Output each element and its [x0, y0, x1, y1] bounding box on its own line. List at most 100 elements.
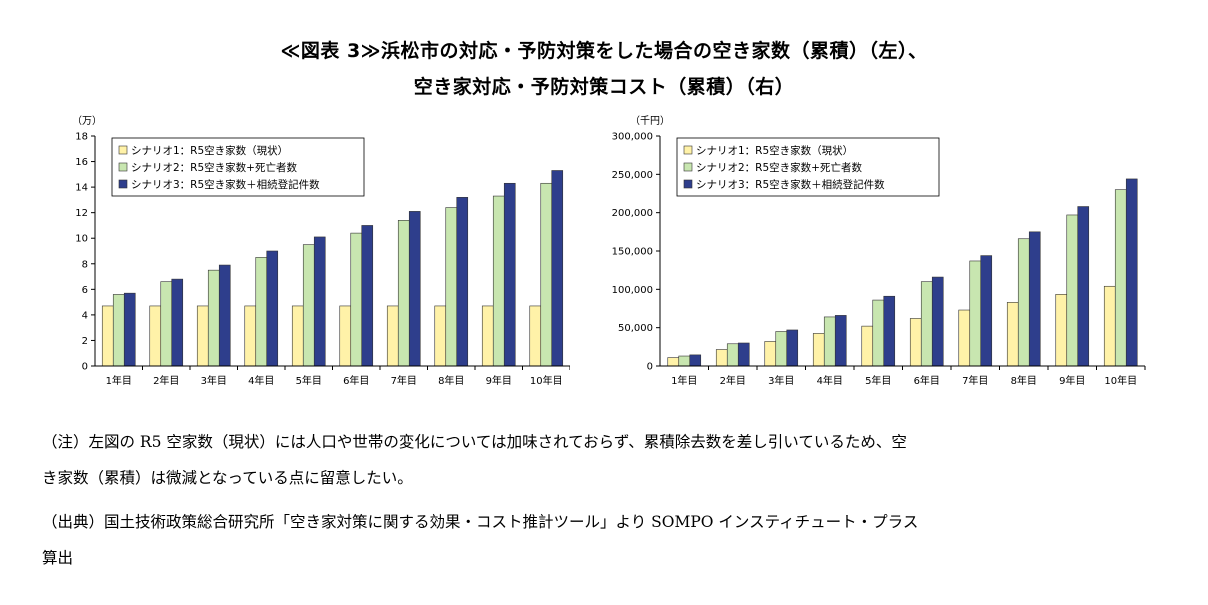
y-tick-label: 18 [75, 132, 88, 143]
legend: シナリオ1：R5空き家数（現状） シナリオ2：R5空き家数+死亡者数シナリオ3：R… [676, 137, 940, 197]
bar-series-3 [456, 197, 469, 367]
bar-series-3 [266, 250, 279, 367]
y-unit-label: （千円） [630, 115, 670, 127]
legend-label-3: シナリオ3：R5空き家数＋相続登記件数 [696, 178, 885, 191]
y-tick-label: 200,000 [612, 208, 653, 219]
y-tick-label: 12 [75, 208, 88, 219]
bar-series-1 [764, 341, 777, 367]
bar-series-3 [931, 276, 944, 367]
y-unit-label: （万） [72, 115, 102, 127]
bar-series-1 [101, 305, 114, 367]
bar-series-3 [218, 264, 231, 367]
bar-series-3 [737, 342, 750, 367]
bar-series-1 [339, 305, 352, 367]
x-tick-label: 10年目 [530, 374, 563, 387]
bar-series-1 [244, 305, 257, 367]
x-tick-label: 9年目 [486, 374, 512, 387]
x-tick-label: 5年目 [296, 374, 322, 387]
x-tick-label: 1年目 [106, 374, 132, 387]
bar-series-2 [872, 299, 885, 367]
bar-series-2 [302, 244, 315, 367]
legend: シナリオ1：R5空き家数（現状） シナリオ2：R5空き家数+死亡者数シナリオ3：R… [111, 137, 365, 197]
x-tick-label: 9年目 [1059, 374, 1085, 387]
bar-series-1 [481, 305, 494, 367]
bar-series-2 [207, 269, 220, 367]
bar-series-3 [408, 211, 421, 367]
bar-series-3 [123, 292, 136, 367]
x-tick-label: 4年目 [248, 374, 274, 387]
source-line-2: 算出 [42, 549, 74, 567]
bar-series-3 [883, 295, 896, 367]
right-chart-costs: （千円） 0 50,000 100,000 150,000 200,000 250,000 3… [612, 115, 1146, 387]
x-tick-label: 8年目 [438, 374, 464, 387]
y-tick-label: 14 [75, 183, 88, 194]
x-tick-label: 6年目 [914, 374, 940, 387]
bar-series-1 [434, 305, 447, 367]
bar-series-1 [1103, 285, 1116, 367]
y-tick-label: 6 [82, 285, 88, 296]
bar-series-3 [689, 354, 702, 367]
bar-series-3 [1028, 231, 1041, 367]
legend-label-2: シナリオ2：R5空き家数+死亡者数 [696, 161, 862, 174]
y-tick-label: 4 [82, 310, 88, 321]
bar-series-1 [196, 305, 209, 367]
bar-series-2 [160, 281, 173, 367]
legend-swatch-2 [683, 162, 693, 172]
legend-swatch-3 [118, 179, 128, 189]
bar-series-2 [823, 316, 836, 367]
bar-series-2 [969, 260, 982, 367]
bar-series-3 [503, 182, 516, 367]
x-tick-label: 7年目 [962, 374, 988, 387]
bar-series-2 [397, 220, 410, 367]
bar-series-3 [786, 329, 799, 367]
y-tick-label: 250,000 [612, 170, 653, 181]
bar-series-3 [171, 278, 184, 367]
y-tick-label: 50,000 [618, 323, 653, 334]
x-tick-label: 3年目 [201, 374, 227, 387]
y-tick-label: 8 [82, 259, 88, 270]
x-tick-label: 7年目 [391, 374, 417, 387]
bar-series-2 [540, 182, 553, 367]
y-tick-label: 100,000 [612, 285, 653, 296]
bar-series-3 [1125, 178, 1138, 367]
bar-series-1 [909, 318, 922, 367]
x-tick-label: 4年目 [817, 374, 843, 387]
y-tick-label: 0 [82, 362, 88, 373]
x-tick-label: 2年目 [720, 374, 746, 387]
bar-series-3 [1077, 206, 1090, 367]
left-chart-vacant-houses: （万） 0 2 4 6 8 10 12 14 16 18 1年目 2年目 3年目 4年目 5年目 6年目 7年目 8… [72, 115, 570, 387]
bar-series-1 [149, 305, 162, 367]
legend-box [676, 137, 940, 197]
legend-label-3: シナリオ3：R5空き家数＋相続登記件数 [131, 178, 320, 191]
bar-series-3 [551, 170, 564, 367]
bar-series-3 [361, 225, 374, 367]
bar-series-1 [715, 349, 728, 367]
y-tick-label: 2 [82, 336, 88, 347]
x-tick-label: 8年目 [1011, 374, 1037, 387]
bar-series-1 [958, 309, 971, 367]
bar-series-2 [445, 207, 458, 367]
y-tick-label: 10 [75, 234, 88, 245]
bar-series-1 [529, 305, 542, 367]
bar-series-1 [1055, 294, 1068, 367]
source-line-1: （出典）国土技術政策総合研究所「空き家対策に関する効果・コスト推計ツール」より … [42, 513, 919, 531]
bar-series-3 [834, 315, 847, 367]
bar-series-2 [350, 232, 363, 367]
chart-figure-title-line-1: ≪図表 3≫浜松市の対応・予防対策をした場合の空き家数（累積）（左）、 [280, 40, 928, 62]
bar-series-2 [726, 343, 739, 367]
x-tick-label: 1年目 [671, 374, 697, 387]
y-tick-label: 150,000 [612, 247, 653, 258]
y-tick-label: 16 [75, 157, 88, 168]
bar-series-1 [861, 325, 874, 367]
y-tick-label: 0 [647, 362, 653, 373]
x-tick-label: 3年目 [768, 374, 794, 387]
bar-series-2 [775, 331, 788, 367]
bar-series-1 [386, 305, 399, 367]
bar-series-2 [255, 257, 268, 367]
x-tick-label: 10年目 [1104, 374, 1137, 387]
bar-series-2 [112, 294, 125, 367]
bar-series-2 [1114, 189, 1127, 367]
note-line-2: き家数（累積）は微減となっている点に留意したい。 [42, 469, 413, 487]
x-tick-label: 5年目 [865, 374, 891, 387]
legend-swatch-2 [118, 162, 128, 172]
